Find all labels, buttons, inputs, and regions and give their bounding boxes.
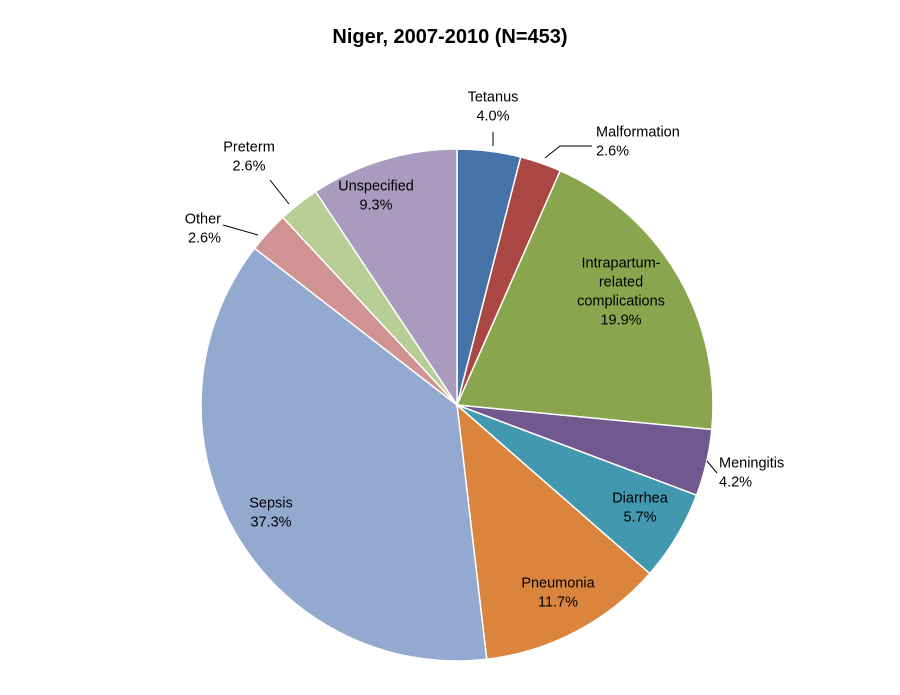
slice-name-label: Preterm xyxy=(223,139,275,155)
pie-slices xyxy=(200,148,714,662)
slice-name-label: Unspecified xyxy=(338,178,414,194)
slice-value-label: 4.2% xyxy=(719,474,752,490)
slice-unspecified xyxy=(314,148,458,408)
slice-value-label: 2.6% xyxy=(232,158,265,174)
slice-name-label: Sepsis xyxy=(249,495,293,511)
slice-intrapartum-related-complications xyxy=(455,169,714,431)
leader-line xyxy=(222,224,259,236)
slice-value-label: 4.0% xyxy=(476,108,509,124)
leader-line xyxy=(544,145,592,159)
slice-value-label: 5.7% xyxy=(623,509,656,525)
slice-value-label: 19.9% xyxy=(600,312,641,328)
slice-labels: Tetanus 4.0% Malformation 2.6% Intrapartum-r… xyxy=(185,89,785,610)
slice-name-label: Meningitis xyxy=(719,455,784,471)
slice-value-label: 2.6% xyxy=(596,143,629,159)
slice-name-label: Intrapartum- xyxy=(582,255,661,271)
slice-name-label: Pneumonia xyxy=(521,575,595,591)
slice-name-label: related xyxy=(599,274,643,290)
slice-value-label: 11.7% xyxy=(538,594,578,610)
slice-name-label: Malformation xyxy=(596,124,680,140)
slice-name-label: Tetanus xyxy=(468,89,519,105)
slice-sepsis xyxy=(200,247,488,662)
slice-pneumonia xyxy=(456,403,651,661)
slice-value-label: 2.6% xyxy=(188,230,221,246)
slice-value-label: 37.3% xyxy=(250,514,291,530)
slice-name-label: Diarrhea xyxy=(612,490,669,506)
leader-line xyxy=(706,460,718,474)
leader-lines xyxy=(222,132,718,474)
slice-name-label: complications xyxy=(577,293,665,309)
leader-line xyxy=(269,179,290,205)
chart-title: Niger, 2007-2010 (N=453) xyxy=(332,26,568,48)
slice-value-label: 9.3% xyxy=(359,197,392,213)
slice-name-label: Other xyxy=(185,211,221,227)
